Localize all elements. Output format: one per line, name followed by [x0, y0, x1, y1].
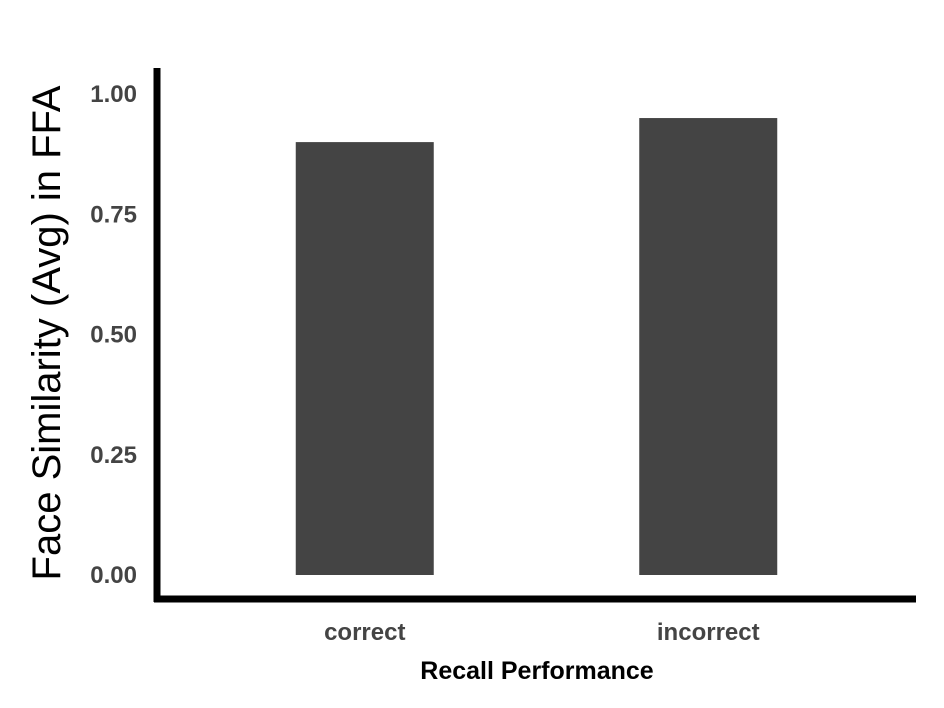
y-axis-title: Face Similarity (Avg) in FFA — [25, 85, 69, 580]
bar-incorrect — [639, 118, 778, 576]
y-tick-label: 0.75 — [90, 201, 137, 228]
bar-correct — [295, 142, 434, 575]
x-tick-label: incorrect — [657, 619, 760, 646]
y-tick-labels: 0.00 0.25 0.50 0.75 1.00 — [90, 81, 137, 589]
x-axis-title: Recall Performance — [420, 657, 654, 685]
bars-group — [295, 118, 778, 576]
y-tick-label: 0.50 — [90, 322, 137, 349]
x-tick-labels: correct incorrect — [324, 619, 760, 646]
y-tick-label: 0.00 — [90, 562, 137, 589]
y-tick-label: 0.25 — [90, 442, 137, 469]
x-tick-label: correct — [324, 619, 405, 646]
y-tick-label: 1.00 — [90, 81, 137, 108]
